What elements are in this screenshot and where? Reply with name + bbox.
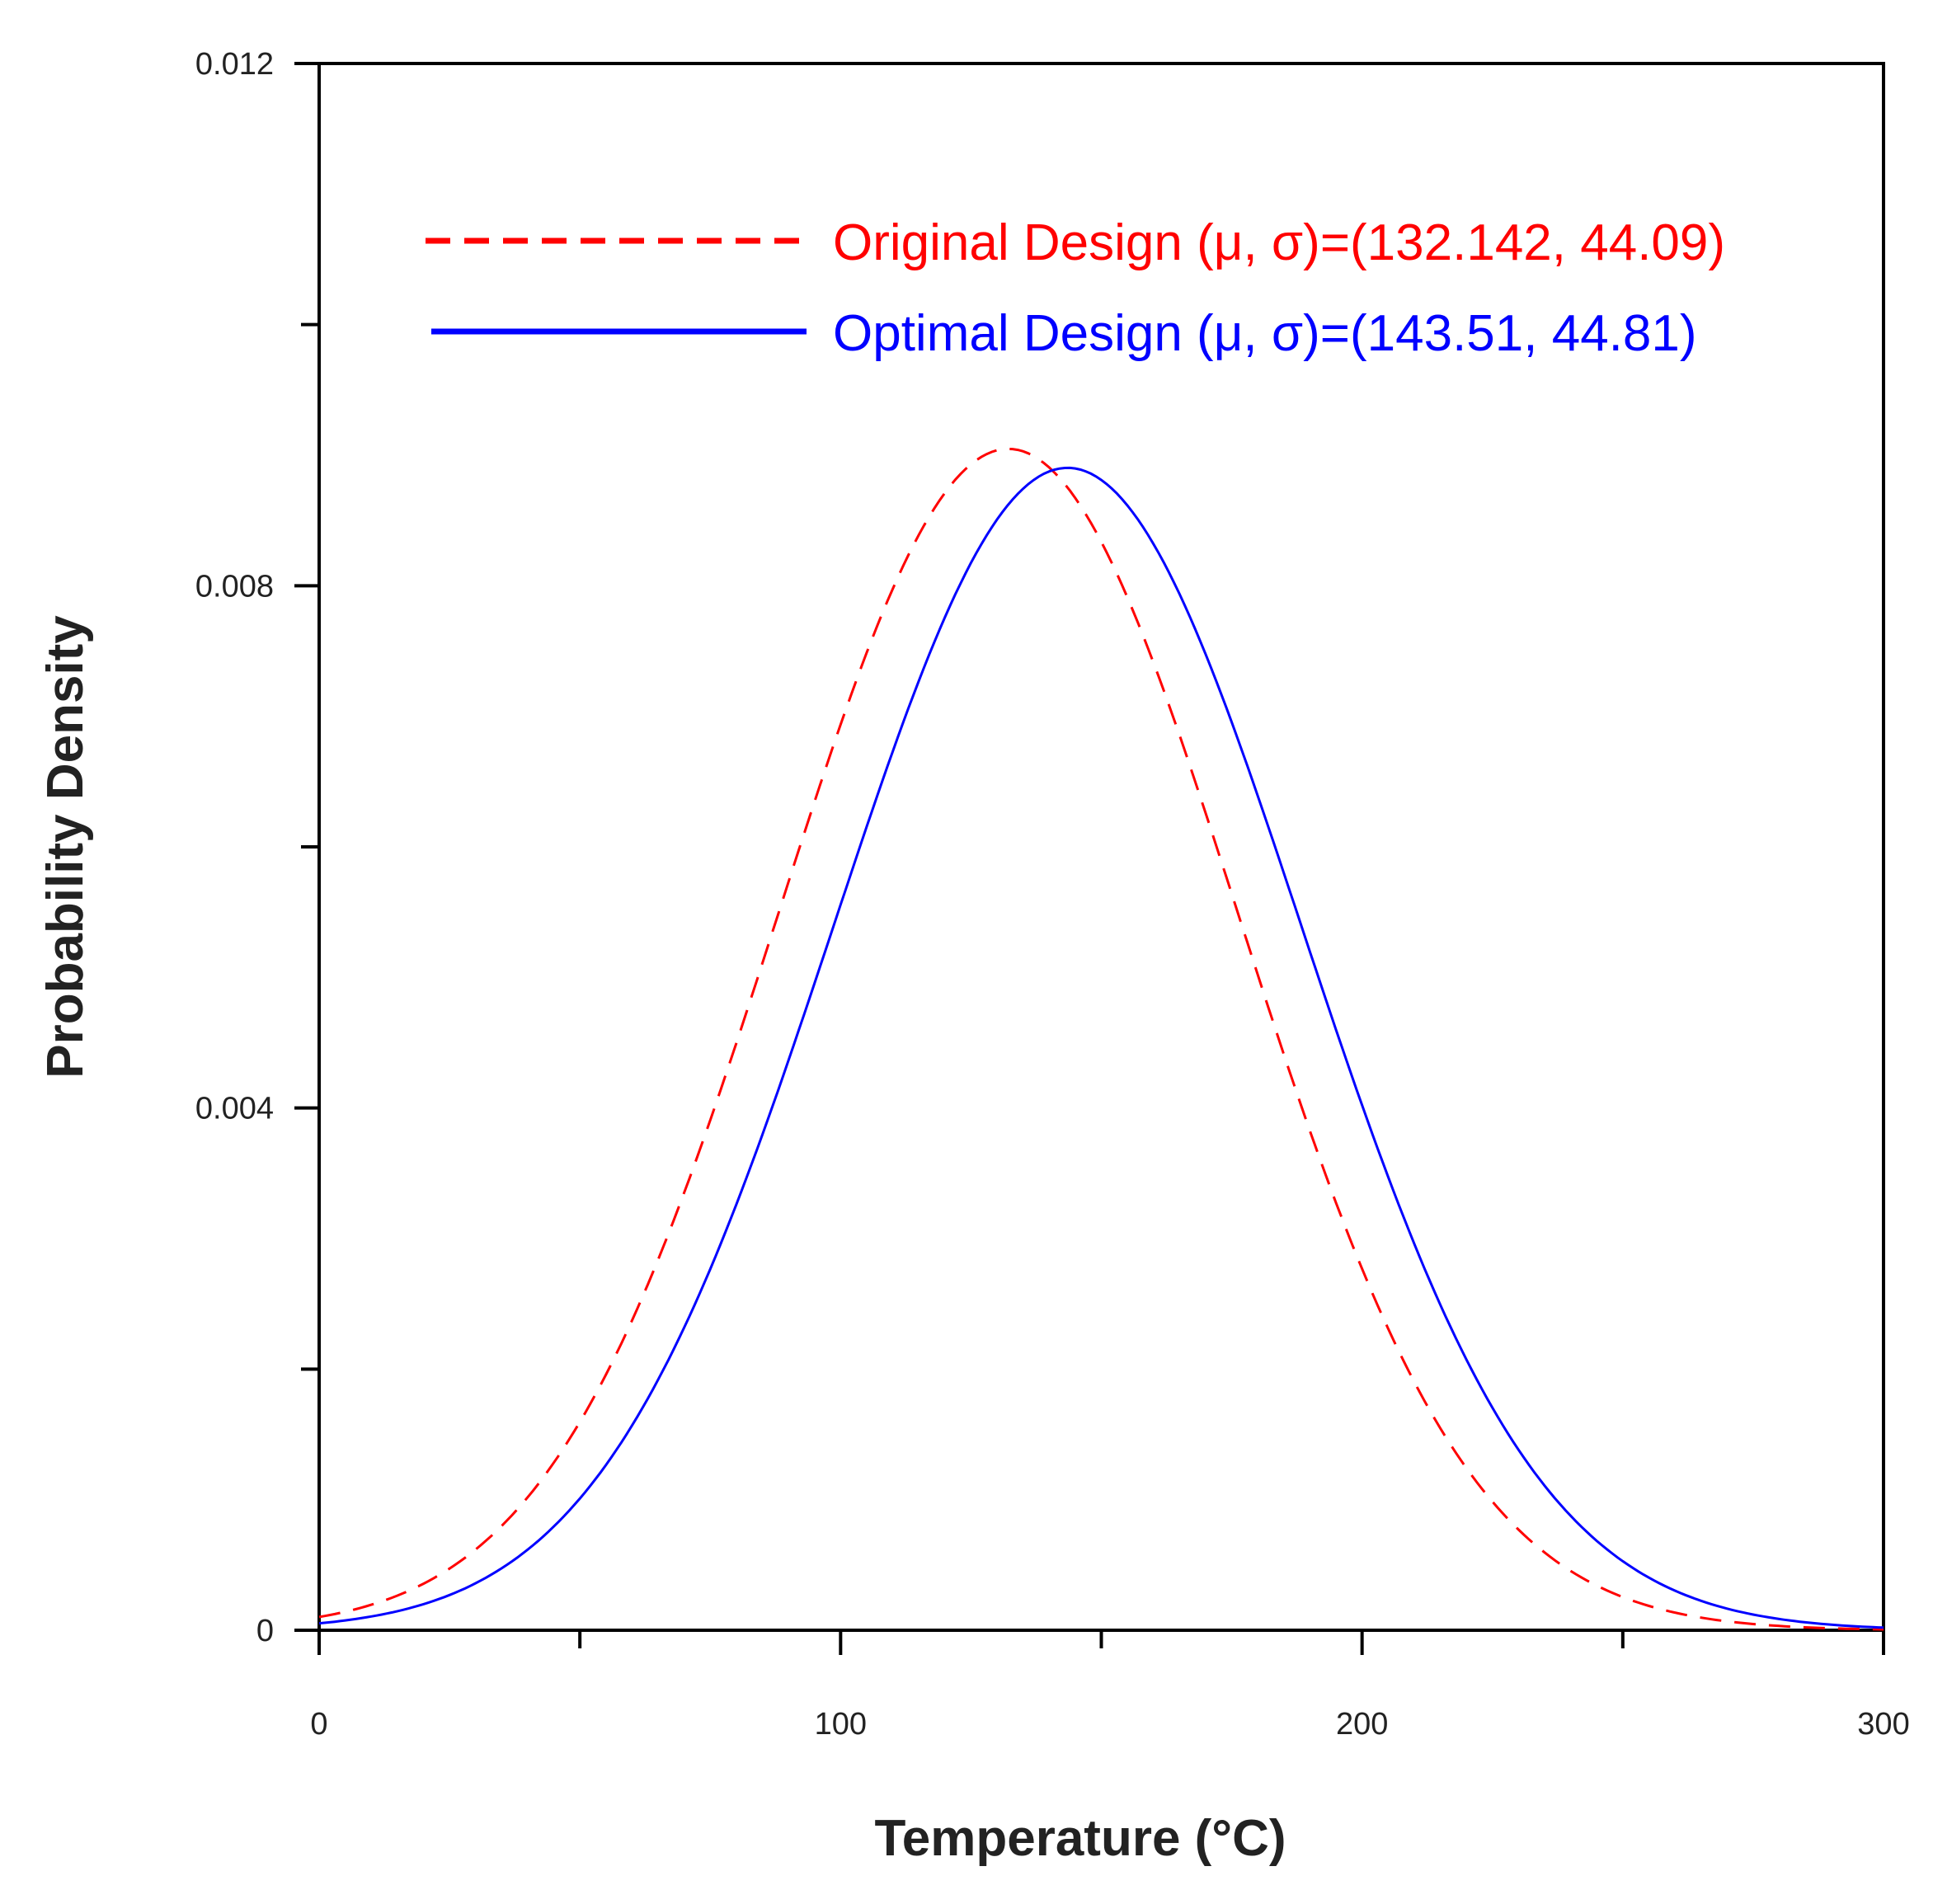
y-tick-label: 0.004 <box>195 1092 274 1126</box>
x-tick-label: 100 <box>815 1707 867 1742</box>
series-lines <box>318 447 1884 1631</box>
plot-frame <box>317 62 1885 1632</box>
x-axis-ticks: 0 100 200 300 <box>310 1630 1910 1742</box>
legend: Original Design (μ, σ)=(132.142, 44.09) … <box>426 214 1725 362</box>
y-tick-label: 0.012 <box>195 47 274 82</box>
x-tick-label: 200 <box>1336 1707 1388 1742</box>
legend-label-original: Original Design (μ, σ)=(132.142, 44.09) <box>833 214 1725 271</box>
y-tick-label: 0 <box>256 1614 274 1648</box>
series-line-original <box>318 447 1884 1631</box>
y-axis-title: Probability Density <box>37 615 94 1079</box>
x-axis-title: Temperature (°C) <box>874 1810 1286 1867</box>
series-line-optimal <box>318 466 1884 1629</box>
y-axis-ticks: 0 0.004 0.008 0.012 <box>195 47 319 1648</box>
x-tick-label: 0 <box>310 1707 327 1742</box>
legend-label-optimal: Optimal Design (μ, σ)=(143.51, 44.81) <box>833 305 1697 362</box>
x-tick-label: 300 <box>1857 1707 1909 1742</box>
y-tick-label: 0.008 <box>195 569 274 604</box>
